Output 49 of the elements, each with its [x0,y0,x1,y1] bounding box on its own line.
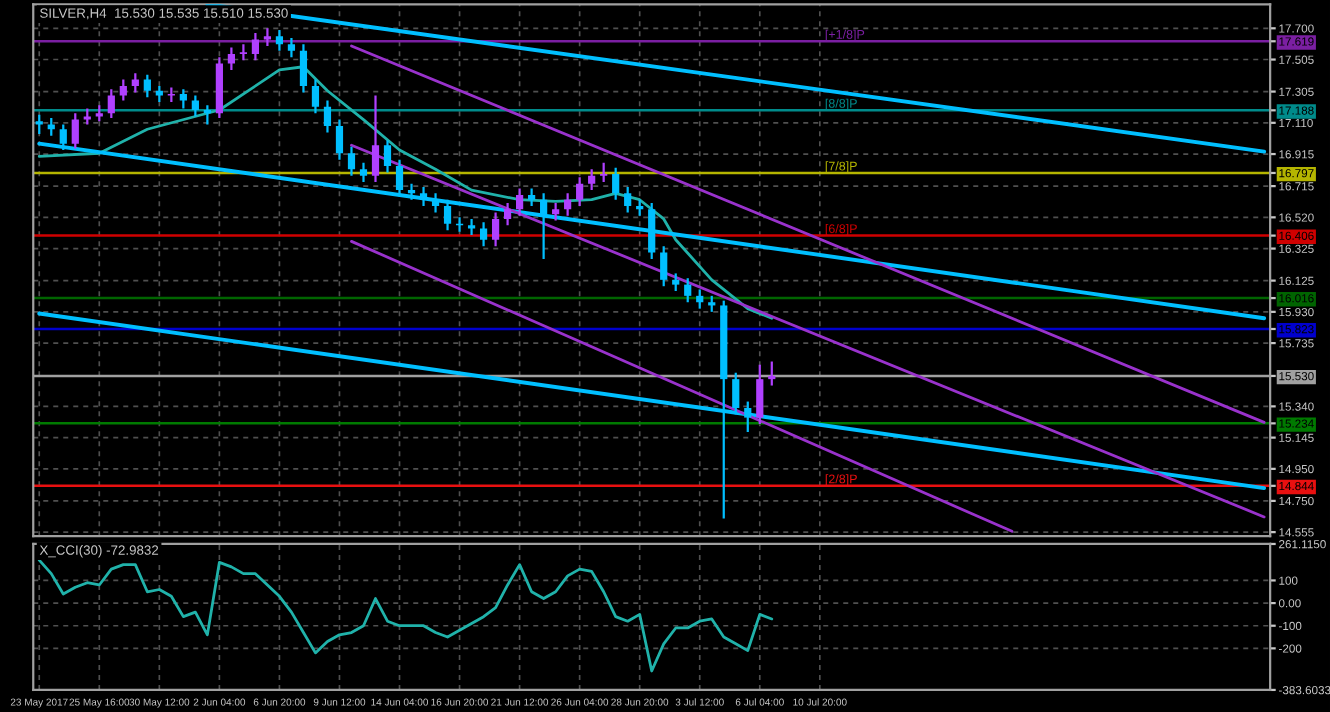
candlestick [179,88,187,110]
candlestick [275,28,284,52]
candlestick [732,371,740,416]
candlestick [119,78,127,102]
candlestick [540,192,548,261]
candlestick [203,104,211,126]
candlestick [744,400,752,434]
line-series [37,558,774,673]
candlestick [576,176,584,208]
candlestick [227,46,235,72]
candlestick [431,192,440,214]
candlestick [107,88,115,120]
candlestick [648,201,656,261]
candlestick [588,168,596,192]
candlestick [407,182,416,201]
candlestick [395,158,404,198]
candlestick [491,211,500,248]
candlestick [756,363,764,426]
candlestick [347,145,356,177]
candlestick [660,245,668,288]
candlestick [323,99,332,134]
candlestick [143,73,151,99]
candlestick [443,198,452,232]
candlestick [371,94,380,184]
candlestick [612,166,620,201]
candlestick [419,185,428,208]
candlestick [71,112,79,150]
candlestick [684,277,692,304]
candlestick [479,221,488,248]
candlestick [564,192,572,217]
candlestick [768,360,776,387]
candlestick [239,43,248,62]
candlestick [624,185,632,214]
candlestick [359,161,368,184]
candlestick [251,32,260,62]
candlestick [696,288,704,310]
candlestick [299,43,308,94]
candlestick [383,139,392,174]
candlestick [516,187,524,217]
candlestick [191,94,199,118]
candlestick [503,201,512,227]
candlestick [35,113,43,136]
candlestick [335,118,344,161]
candlestick [467,217,476,237]
candlestick [263,27,272,48]
candlestick [311,78,320,115]
candlestick [131,72,139,94]
candlestick [600,161,608,184]
candlestick [287,36,296,59]
